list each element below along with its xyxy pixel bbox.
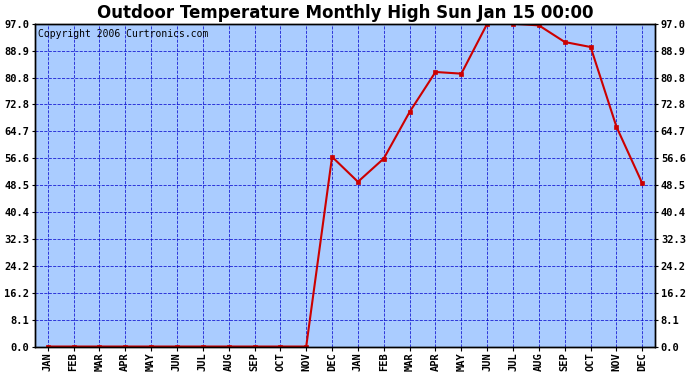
Title: Outdoor Temperature Monthly High Sun Jan 15 00:00: Outdoor Temperature Monthly High Sun Jan… [97, 4, 593, 22]
Text: Copyright 2006 Curtronics.com: Copyright 2006 Curtronics.com [38, 28, 208, 39]
